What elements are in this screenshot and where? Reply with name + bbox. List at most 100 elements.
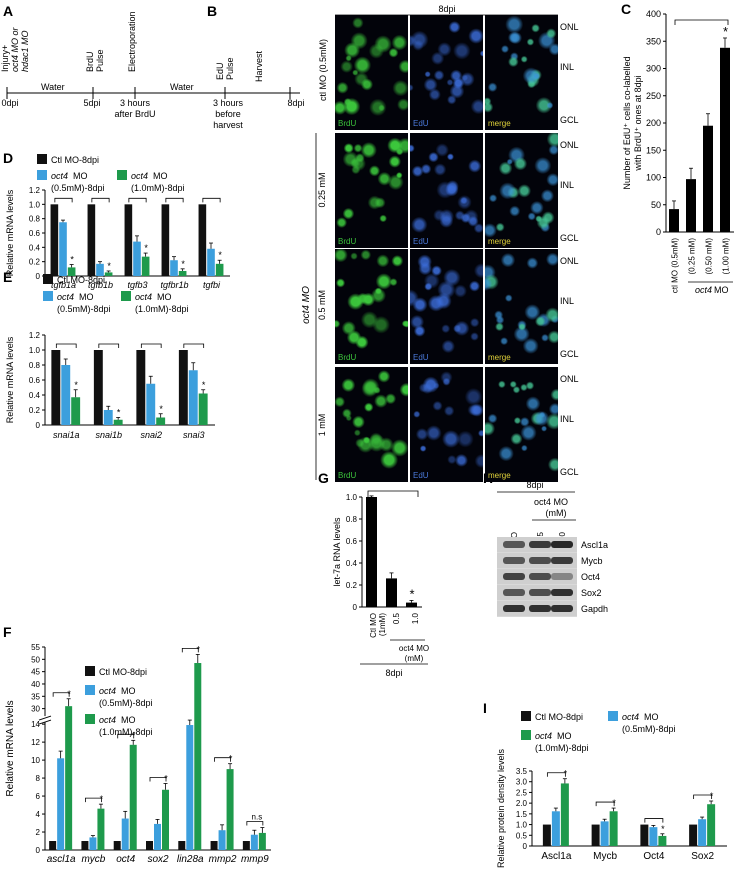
timeline-event: Electroporation: [127, 11, 137, 72]
y-tick-label: 1.0: [29, 200, 41, 209]
blot-band: [503, 589, 525, 596]
blot-band: [551, 557, 573, 564]
bar: [87, 204, 96, 276]
y-axis-label: Relative mRNA levels: [5, 336, 15, 423]
legend-label: MO: [644, 712, 659, 722]
timeline-event: oct4 MO or: [10, 26, 20, 72]
bar: [113, 419, 123, 425]
y-tick-label: 14: [31, 720, 40, 729]
legend-label: MO: [153, 171, 168, 181]
category-label: tgfbi: [203, 280, 221, 290]
y-tick-label: 400: [646, 9, 661, 19]
micrograph-merge: merge: [485, 133, 558, 248]
bracket: [54, 197, 73, 203]
significance-star: *: [117, 408, 121, 418]
category-label: 0.5: [392, 612, 401, 624]
band-label: Oct4: [581, 572, 600, 582]
category-label: sox2: [147, 854, 169, 865]
legend-label: MO: [73, 171, 88, 181]
timeline-event: hdac1 MO: [20, 30, 30, 72]
bar: [71, 397, 81, 425]
bar: [97, 808, 105, 850]
category-label: mmp9: [241, 854, 269, 865]
y-tick-label: 0: [36, 272, 41, 281]
layer-label: GCL: [560, 349, 579, 359]
category-label: 1.0: [411, 612, 420, 624]
bar: [89, 837, 97, 850]
bar: [93, 350, 103, 425]
bar: [103, 410, 113, 425]
channel-label: EdU: [413, 353, 429, 362]
category-label: Ctl MO: [369, 613, 378, 638]
bracket: [98, 343, 120, 348]
y-tick-label: 50: [651, 200, 661, 210]
timeline-tick-label: 3 hours: [120, 98, 151, 108]
bracket: [52, 692, 70, 697]
micrograph-brdu: BrdU: [335, 133, 408, 248]
legend-label: (0.5mM)-8dpi: [51, 183, 105, 193]
y-tick-label: 0: [656, 227, 661, 237]
legend-label: (1.0mM)-8dpi: [135, 304, 189, 314]
legend-swatch: [43, 291, 53, 301]
legend-label: oct4: [99, 686, 116, 696]
blot-band: [529, 605, 551, 612]
timeline-tick-label: 5dpi: [83, 98, 100, 108]
group-label: oct4 MO: [534, 497, 568, 507]
bar: [542, 824, 551, 846]
legend-label: (1.0mM)-8dpi: [131, 183, 185, 193]
category-label: (0.50 mM): [705, 238, 714, 275]
bracket: [595, 801, 615, 807]
bar: [600, 821, 609, 846]
bracket: [128, 197, 147, 203]
channel-label: EdU: [413, 119, 429, 128]
bar: [104, 272, 113, 276]
legend-label: oct4: [51, 171, 68, 181]
group-label: (mM): [546, 508, 567, 518]
timeline-event: EdU: [215, 62, 225, 80]
bar: [703, 125, 713, 232]
layer-label: INL: [560, 296, 574, 306]
channel-label: merge: [488, 119, 511, 128]
timeline-tick-label: harvest: [213, 120, 243, 130]
group-label: (mM): [405, 654, 424, 663]
y-tick-label: 1.2: [29, 186, 41, 195]
bracket: [55, 343, 77, 348]
bar: [215, 263, 224, 276]
blot-band: [551, 573, 573, 580]
timeline-segment: Water: [41, 82, 65, 92]
panel-letter-f: F: [3, 624, 12, 640]
bar: [194, 663, 202, 850]
y-tick-label: 100: [646, 173, 661, 183]
bracket: [91, 197, 110, 203]
legend-swatch: [121, 291, 131, 301]
band-label: Sox2: [581, 588, 602, 598]
legend-swatch: [608, 711, 618, 721]
category-label: tgfbr1b: [160, 280, 188, 290]
bar: [186, 725, 194, 850]
y-tick-label: 0.4: [29, 243, 41, 252]
axis-break: [38, 715, 52, 721]
bar: [640, 824, 649, 846]
y-tick-label: 1.2: [29, 331, 41, 340]
micrograph-brdu: BrdU: [335, 15, 408, 130]
category-label: tgfb3: [127, 280, 147, 290]
bar: [551, 811, 560, 846]
y-tick-label: 0.6: [29, 229, 41, 238]
timeline-event: Injury+: [0, 45, 10, 72]
y-tick-label: 8: [36, 774, 41, 783]
bar: [210, 841, 218, 850]
legend-swatch: [521, 730, 531, 740]
category-label: oct4: [116, 854, 135, 865]
y-tick-label: 1.5: [516, 810, 528, 819]
bracket: [693, 794, 713, 799]
blot-band: [503, 557, 525, 564]
category-label: mmp2: [209, 854, 237, 865]
significance-star: *: [661, 824, 665, 834]
timeline-tick-label: after BrdU: [114, 109, 155, 119]
bar: [669, 209, 679, 232]
legend-swatch: [85, 685, 95, 695]
group-label: oct4 MO: [301, 286, 312, 324]
category-label: Oct4: [643, 851, 665, 862]
footer-label: 8dpi: [385, 668, 402, 678]
